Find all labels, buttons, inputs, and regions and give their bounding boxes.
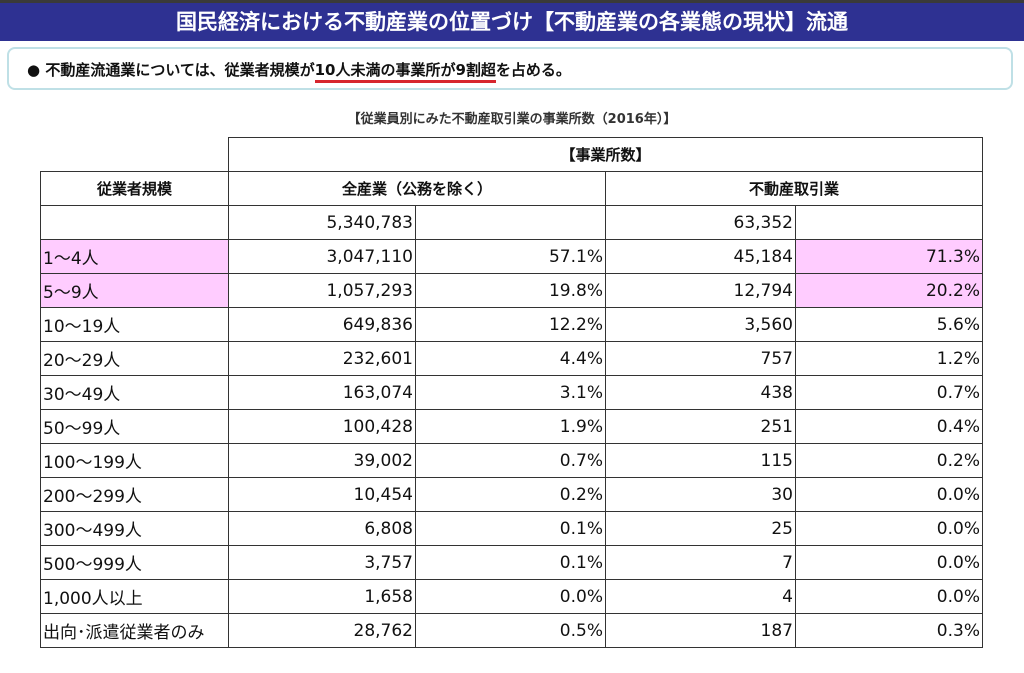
cell-label: 10～19人: [40, 307, 229, 342]
cell-re-pct: 0.7%: [795, 375, 983, 410]
table-row: 300～499人 6,808 0.1% 25 0.0%: [40, 511, 983, 546]
cell-all: 1,658: [228, 579, 416, 614]
cell-re-pct: 0.2%: [795, 443, 983, 478]
cell-all: 39,002: [228, 443, 416, 478]
page-title: 国民経済における不動産業の位置づけ【不動産業の各業態の現状】流通: [0, 3, 1024, 41]
cell-re: 757: [605, 341, 796, 376]
cell-all: 3,757: [228, 545, 416, 580]
summary-callout: ● 不動産流通業については、従業者規模が10人未満の事業所が9割超を占める。: [7, 47, 1013, 90]
cell-re: 7: [605, 545, 796, 580]
total-row: 5,340,783 63,352: [40, 205, 983, 240]
cell-all: 100,428: [228, 409, 416, 444]
cell-label: 5～9人: [40, 273, 229, 308]
cell-all-pct: 0.0%: [415, 579, 606, 614]
cell-all-total: 5,340,783: [228, 205, 416, 240]
cell-re-pct: 71.3%: [795, 239, 983, 274]
cell-all: 3,047,110: [228, 239, 416, 274]
table-row: 出向･派遣従業者のみ 28,762 0.5% 187 0.3%: [40, 613, 983, 648]
cell-label: 50～99人: [40, 409, 229, 444]
cell-re-pct: 0.4%: [795, 409, 983, 444]
cell-label: 出向･派遣従業者のみ: [40, 613, 229, 648]
cell-re: 3,560: [605, 307, 796, 342]
cell-all-pct: 1.9%: [415, 409, 606, 444]
cell-all: 10,454: [228, 477, 416, 512]
cell-re: 12,794: [605, 273, 796, 308]
top-border: [0, 0, 1024, 3]
table-row: 10～19人 649,836 12.2% 3,560 5.6%: [40, 307, 983, 342]
cell-label: 100～199人: [40, 443, 229, 478]
callout-text: 不動産流通業については、従業者規模が: [45, 61, 315, 79]
table-row: 20～29人 232,601 4.4% 757 1.2%: [40, 341, 983, 376]
table-row: 50～99人 100,428 1.9% 251 0.4%: [40, 409, 983, 444]
cell-label: [40, 205, 229, 240]
callout-highlight: 10人未満の事業所が9割超: [314, 61, 496, 83]
table-row: 1～4人 3,047,110 57.1% 45,184 71.3%: [40, 239, 983, 274]
cell-label: 500～999人: [40, 545, 229, 580]
cell-re: 115: [605, 443, 796, 478]
cell-empty: [795, 205, 983, 240]
cell-re: 4: [605, 579, 796, 614]
cell-label: 200～299人: [40, 477, 229, 512]
cell-label: 20～29人: [40, 341, 229, 376]
cell-all-pct: 3.1%: [415, 375, 606, 410]
table-row: 500～999人 3,757 0.1% 7 0.0%: [40, 545, 983, 580]
cell-re: 187: [605, 613, 796, 648]
col-header-all: 全産業（公務を除く）: [228, 171, 606, 206]
cell-label: 1～4人: [40, 239, 229, 274]
cell-all-pct: 19.8%: [415, 273, 606, 308]
cell-re: 438: [605, 375, 796, 410]
table-row: 1,000人以上 1,658 0.0% 4 0.0%: [40, 579, 983, 614]
cell-all-pct: 0.1%: [415, 545, 606, 580]
cell-re-pct: 0.0%: [795, 477, 983, 512]
group-header: 【事業所数】: [228, 137, 983, 172]
table-row: 200～299人 10,454 0.2% 30 0.0%: [40, 477, 983, 512]
col-header-size: 従業者規模: [40, 171, 229, 206]
cell-all: 649,836: [228, 307, 416, 342]
cell-all-pct: 0.2%: [415, 477, 606, 512]
cell-re: 45,184: [605, 239, 796, 274]
bullet-icon: ●: [27, 61, 41, 79]
cell-all-pct: 0.5%: [415, 613, 606, 648]
cell-re: 25: [605, 511, 796, 546]
establishments-table: 【事業所数】 従業者規模 全産業（公務を除く） 不動産取引業 5,340,783…: [40, 137, 983, 648]
cell-label: 1,000人以上: [40, 579, 229, 614]
cell-all-pct: 57.1%: [415, 239, 606, 274]
table-row: 30～49人 163,074 3.1% 438 0.7%: [40, 375, 983, 410]
cell-re-pct: 0.0%: [795, 511, 983, 546]
cell-re-pct: 0.0%: [795, 545, 983, 580]
table-row: 100～199人 39,002 0.7% 115 0.2%: [40, 443, 983, 478]
cell-empty: [415, 205, 606, 240]
cell-all: 6,808: [228, 511, 416, 546]
cell-re-pct: 0.3%: [795, 613, 983, 648]
cell-all-pct: 0.7%: [415, 443, 606, 478]
empty-corner: [41, 138, 229, 172]
table-caption: 【従業員別にみた不動産取引業の事業所数（2016年）】: [347, 112, 677, 127]
cell-label: 30～49人: [40, 375, 229, 410]
cell-all-pct: 12.2%: [415, 307, 606, 342]
cell-label: 300～499人: [40, 511, 229, 546]
cell-all: 1,057,293: [228, 273, 416, 308]
cell-re-pct: 5.6%: [795, 307, 983, 342]
cell-re-pct: 1.2%: [795, 341, 983, 376]
cell-re-pct: 20.2%: [795, 273, 983, 308]
cell-all-pct: 0.1%: [415, 511, 606, 546]
callout-text-end: を占める。: [495, 61, 571, 79]
cell-re-total: 63,352: [605, 205, 796, 240]
cell-all: 232,601: [228, 341, 416, 376]
cell-all: 163,074: [228, 375, 416, 410]
cell-all: 28,762: [228, 613, 416, 648]
cell-re: 251: [605, 409, 796, 444]
table-row: 5～9人 1,057,293 19.8% 12,794 20.2%: [40, 273, 983, 308]
cell-re: 30: [605, 477, 796, 512]
col-header-re: 不動産取引業: [605, 171, 983, 206]
cell-all-pct: 4.4%: [415, 341, 606, 376]
cell-re-pct: 0.0%: [795, 579, 983, 614]
